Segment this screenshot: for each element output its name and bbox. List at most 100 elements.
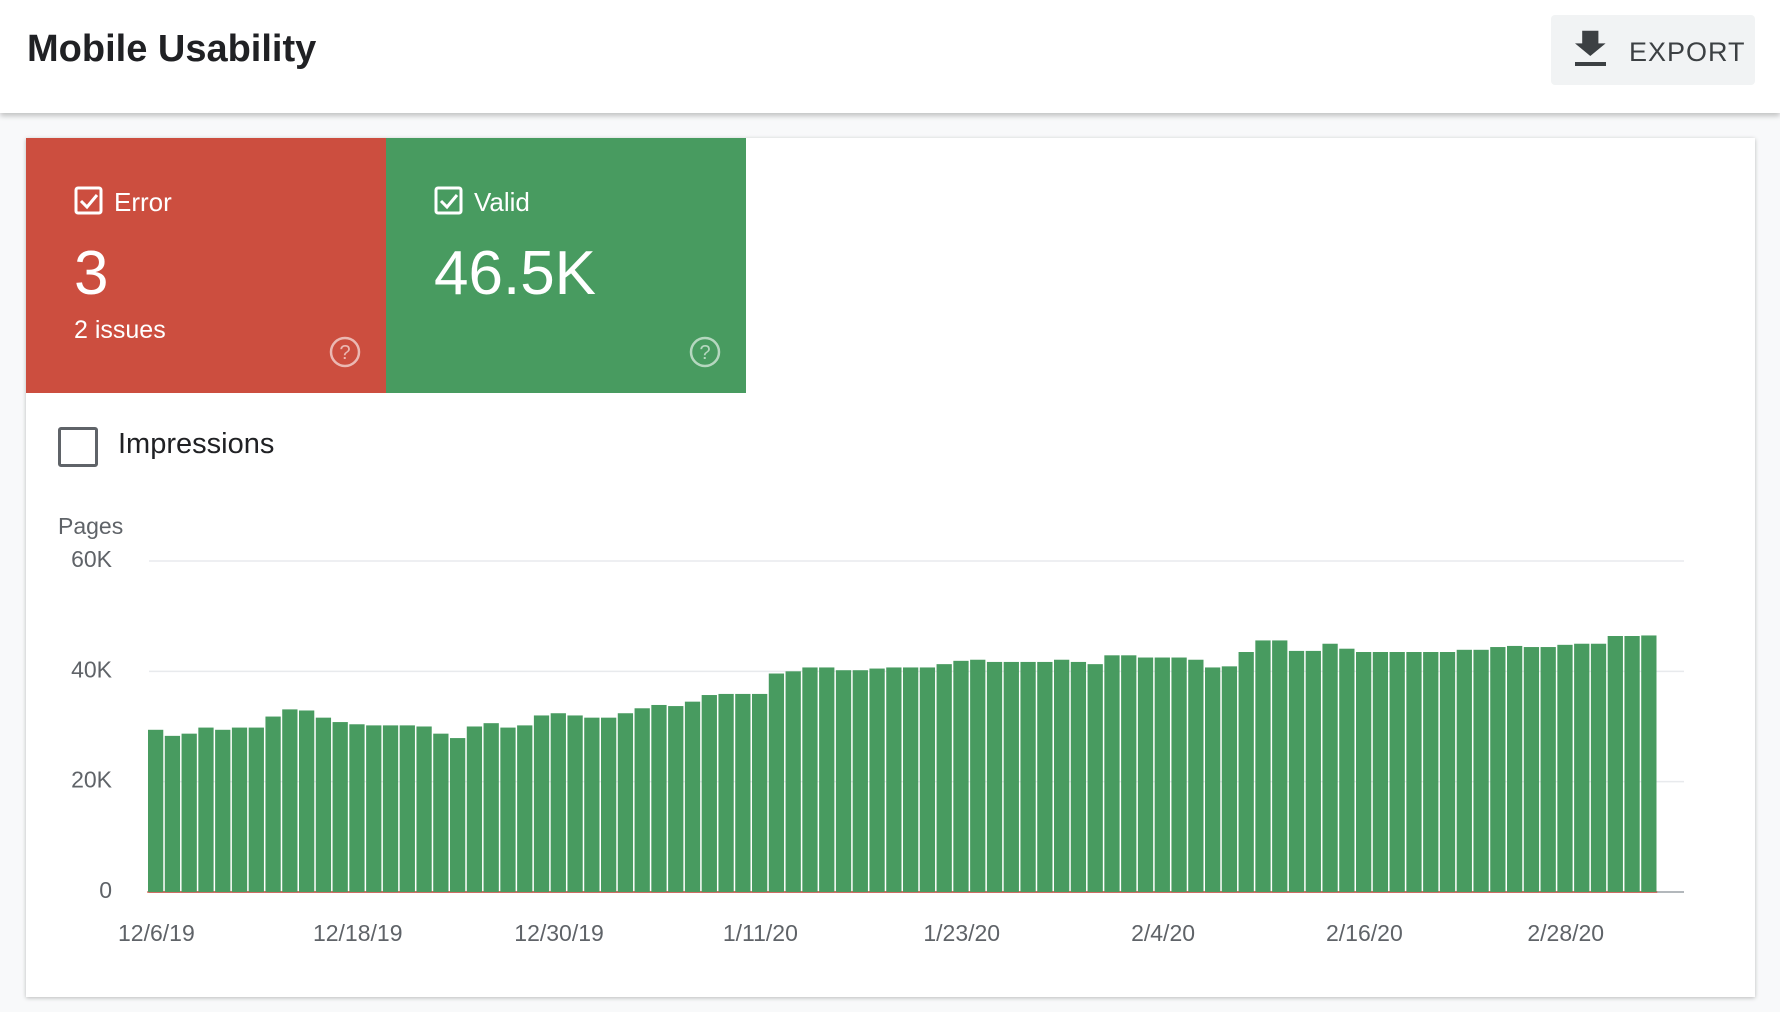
bar: [1339, 648, 1355, 892]
bar: [1490, 647, 1506, 892]
export-button[interactable]: EXPORT: [1551, 15, 1755, 85]
bar: [1238, 652, 1254, 892]
x-tick-label: 12/18/19: [313, 920, 403, 946]
bar: [986, 661, 1003, 892]
bar: [533, 715, 550, 892]
bar: [299, 710, 315, 892]
bar: [248, 727, 264, 892]
bar: [231, 727, 248, 892]
bar: [953, 660, 969, 892]
bar: [1607, 636, 1623, 892]
bar: [936, 664, 952, 892]
bar: [349, 724, 365, 892]
bar: [852, 670, 868, 892]
bar: [550, 713, 566, 892]
bar: [450, 738, 466, 892]
bar: [1641, 635, 1657, 892]
bar: [366, 725, 382, 892]
bar: [181, 733, 197, 892]
bar: [1574, 643, 1590, 892]
bar: [970, 659, 986, 892]
bar: [148, 729, 164, 892]
impressions-checkbox[interactable]: [58, 427, 98, 467]
bar: [1121, 655, 1137, 892]
bar: [903, 667, 919, 892]
bar: [601, 717, 617, 892]
bar: [466, 726, 483, 892]
y-tick-label: 60K: [71, 546, 113, 572]
download-icon: [1575, 30, 1606, 66]
bar: [1205, 667, 1221, 892]
x-tick-label: 2/4/20: [1131, 920, 1195, 946]
bar: [483, 723, 499, 892]
export-label: EXPORT: [1629, 37, 1746, 67]
tile-label: Valid: [474, 187, 530, 217]
tile-detail: 2 issues: [74, 316, 166, 344]
bar: [315, 717, 332, 892]
error-tile[interactable]: Error 3 2 issues ?: [26, 138, 386, 393]
bar: [785, 671, 801, 892]
bar: [1356, 652, 1372, 892]
bar: [1104, 655, 1120, 892]
bar: [198, 727, 214, 892]
bar: [1439, 652, 1456, 892]
bar: [1037, 661, 1053, 892]
bar: [1288, 650, 1305, 892]
tile-value: 3: [74, 239, 109, 308]
bar: [1054, 659, 1070, 892]
bar: [1020, 661, 1036, 892]
bar: [1423, 652, 1439, 892]
help-icon[interactable]: ?: [688, 335, 722, 369]
y-tick-label: 20K: [71, 767, 113, 793]
y-tick-label: 40K: [71, 656, 113, 682]
bar: [517, 725, 533, 892]
help-icon[interactable]: ?: [328, 335, 362, 369]
bar: [668, 706, 684, 892]
x-tick-label: 1/11/20: [723, 920, 798, 946]
bar: [617, 713, 634, 892]
svg-text:?: ?: [699, 342, 710, 364]
valid-tile[interactable]: Valid 46.5K ?: [386, 138, 746, 393]
bar: [282, 709, 298, 892]
bar: [1154, 657, 1170, 892]
bar: [1322, 643, 1338, 892]
checkbox-checked: [74, 186, 103, 215]
bar: [634, 708, 650, 892]
bar: [567, 715, 583, 892]
bar: [416, 726, 432, 892]
bar: [1272, 640, 1288, 892]
bar: [399, 725, 415, 892]
bar: [1540, 647, 1556, 892]
bar: [1456, 649, 1472, 892]
x-tick-label: 12/6/19: [118, 920, 195, 946]
bar: [500, 727, 516, 892]
bar: [802, 667, 818, 892]
bar: [265, 716, 281, 892]
y-axis-label: Pages: [58, 513, 123, 539]
bar: [1070, 661, 1087, 892]
bar: [382, 725, 399, 892]
y-tick-label: 0: [99, 877, 112, 903]
bar: [1087, 664, 1103, 892]
bar: [1372, 652, 1389, 892]
bar: [1305, 650, 1321, 892]
x-tick-label: 1/23/20: [923, 920, 1000, 946]
impressions-label[interactable]: Impressions: [118, 428, 275, 460]
x-tick-label: 2/16/20: [1326, 920, 1403, 946]
page-title: Mobile Usability: [27, 28, 317, 70]
bar: [433, 733, 449, 892]
bar: [1473, 649, 1489, 892]
bar: [684, 701, 701, 892]
bar: [752, 693, 768, 892]
bar: [1171, 657, 1187, 892]
bar: [819, 667, 835, 892]
bar: [1590, 643, 1607, 892]
x-tick-label: 12/30/19: [514, 920, 604, 946]
bar: [1507, 645, 1523, 892]
bar: [215, 729, 231, 892]
bar: [1188, 659, 1204, 892]
bar: [701, 695, 717, 892]
bar: [332, 722, 348, 892]
bar: [768, 673, 785, 892]
bar: [1406, 652, 1422, 892]
